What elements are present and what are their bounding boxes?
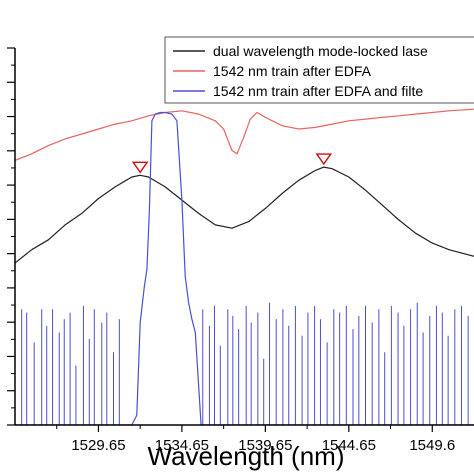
x-axis-title: Wavelength (nm)	[148, 441, 345, 471]
x-tick-label: 1529.65	[71, 437, 125, 454]
x-tick-label: 1534.65	[155, 437, 209, 454]
x-tick-label: 1549.6	[409, 437, 455, 454]
legend-label-2: 1542 nm train after EDFA	[213, 63, 372, 79]
series-line-2	[15, 108, 474, 161]
legend-label-1: dual wavelength mode-locked lase	[213, 43, 428, 59]
legend-label-3: 1542 nm train after EDFA and filte	[213, 83, 423, 99]
x-tick-label: 1544.65	[322, 437, 376, 454]
peak-marker-2	[315, 153, 333, 166]
series-line-3	[15, 111, 474, 425]
legend-box	[164, 36, 474, 104]
legend: dual wavelength mode-locked lase 1542 nm …	[164, 36, 474, 104]
peak-marker-1	[131, 161, 149, 174]
x-tick-label: 1539.65	[238, 437, 292, 454]
series-line-1	[15, 166, 474, 264]
